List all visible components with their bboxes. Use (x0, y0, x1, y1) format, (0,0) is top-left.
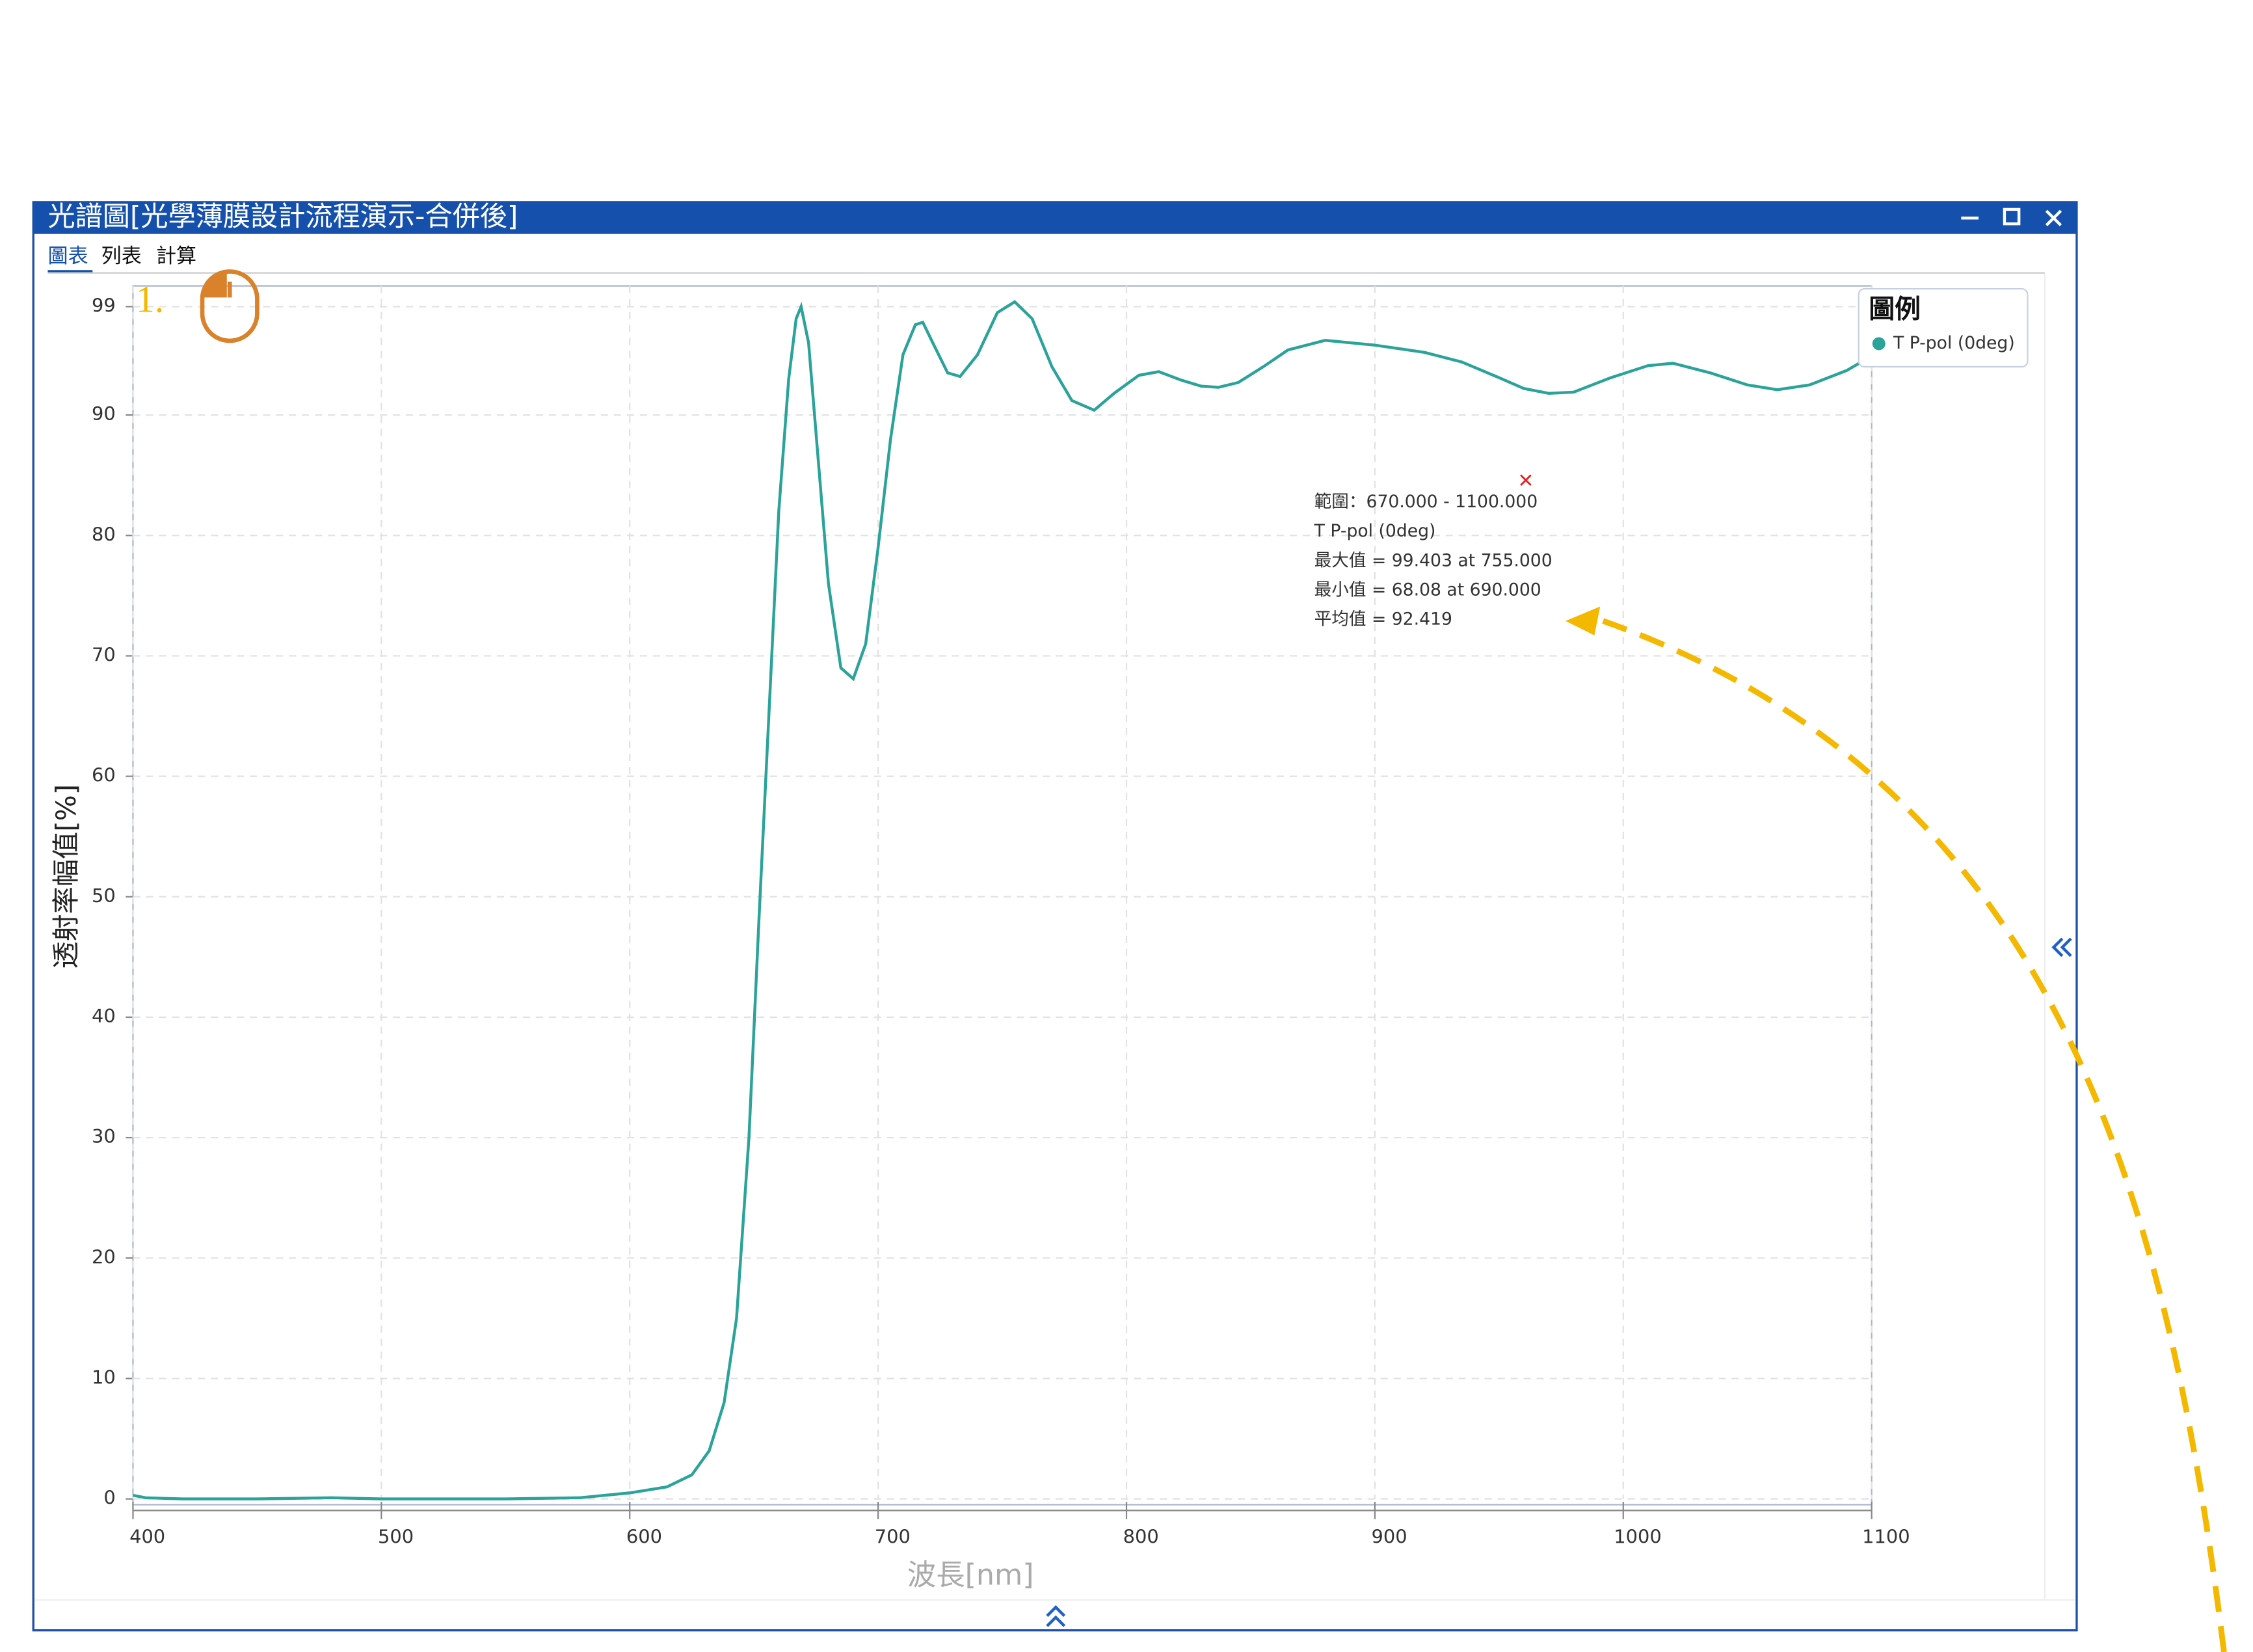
window-title: 光譜圖[光學薄膜設計流程演示-合併後] (47, 200, 518, 232)
annotation-line: 最大值 = 99.403 at 755.000 (1314, 550, 1553, 570)
x-axis-label: 波長[nm] (907, 1559, 1034, 1592)
data-line (133, 300, 1873, 1500)
x-tick-label: 700 (875, 1526, 911, 1548)
annotation-line: 最小值 = 68.08 at 690.000 (1314, 580, 1541, 600)
y-tick-label: 60 (92, 764, 116, 786)
y-axis-label: 透射率幅值[%] (50, 784, 82, 969)
x-tick-label: 600 (626, 1526, 662, 1548)
x-tick-label: 900 (1372, 1526, 1407, 1548)
tab[interactable]: 圖表 (47, 245, 88, 268)
x-tick-label: 1000 (1614, 1526, 1661, 1548)
annotation-line: 平均值 = 92.419 (1314, 609, 1452, 629)
y-tick-label: 99 (92, 294, 116, 316)
annotation-line: 範圍：670.000 - 1100.000 (1314, 492, 1538, 512)
annotation-line: T P-pol (0deg) (1314, 521, 1436, 541)
close-button[interactable] (2045, 209, 2062, 226)
step-label: 1. (136, 280, 164, 321)
x-tick-label: 1100 (1862, 1526, 1910, 1548)
y-tick-label: 20 (92, 1246, 116, 1268)
title-bar (33, 202, 2077, 234)
x-tick-label: 400 (129, 1526, 165, 1548)
callout-arrowhead (1565, 606, 1601, 635)
plot-area: 0 10 20 30 40 50 60 70 80 90 99 400 500 600 700 800 900 1… (50, 285, 1910, 1592)
y-tick-label: 90 (92, 403, 116, 425)
tab[interactable]: 列表 (101, 245, 142, 268)
y-tick-label: 70 (92, 643, 116, 665)
x-tick-label: 800 (1123, 1526, 1159, 1548)
tab[interactable]: 計算 (156, 245, 196, 268)
legend-marker (1872, 337, 1886, 351)
y-tick-label: 80 (92, 523, 116, 545)
y-tick-label: 10 (92, 1366, 116, 1388)
legend-title: 圖例 (1869, 294, 1921, 324)
x-tick-label: 500 (378, 1526, 414, 1548)
y-tick-label: 30 (92, 1125, 116, 1147)
annotation-close[interactable] (1520, 474, 1532, 486)
legend-entry: T P-pol (0deg) (1893, 333, 2015, 353)
maximize-button[interactable] (2003, 207, 2021, 226)
mouse-icon (200, 269, 260, 343)
y-tick-label: 40 (92, 1005, 116, 1027)
callout-arrow (1602, 618, 2227, 1652)
expand-panel-button[interactable] (2051, 937, 2072, 957)
expand-bottom-button[interactable] (1046, 1605, 1066, 1627)
y-tick-label: 0 (103, 1487, 115, 1509)
legend-box (1858, 287, 2029, 368)
y-tick-label: 50 (92, 885, 116, 907)
plot-background (132, 285, 1873, 1506)
